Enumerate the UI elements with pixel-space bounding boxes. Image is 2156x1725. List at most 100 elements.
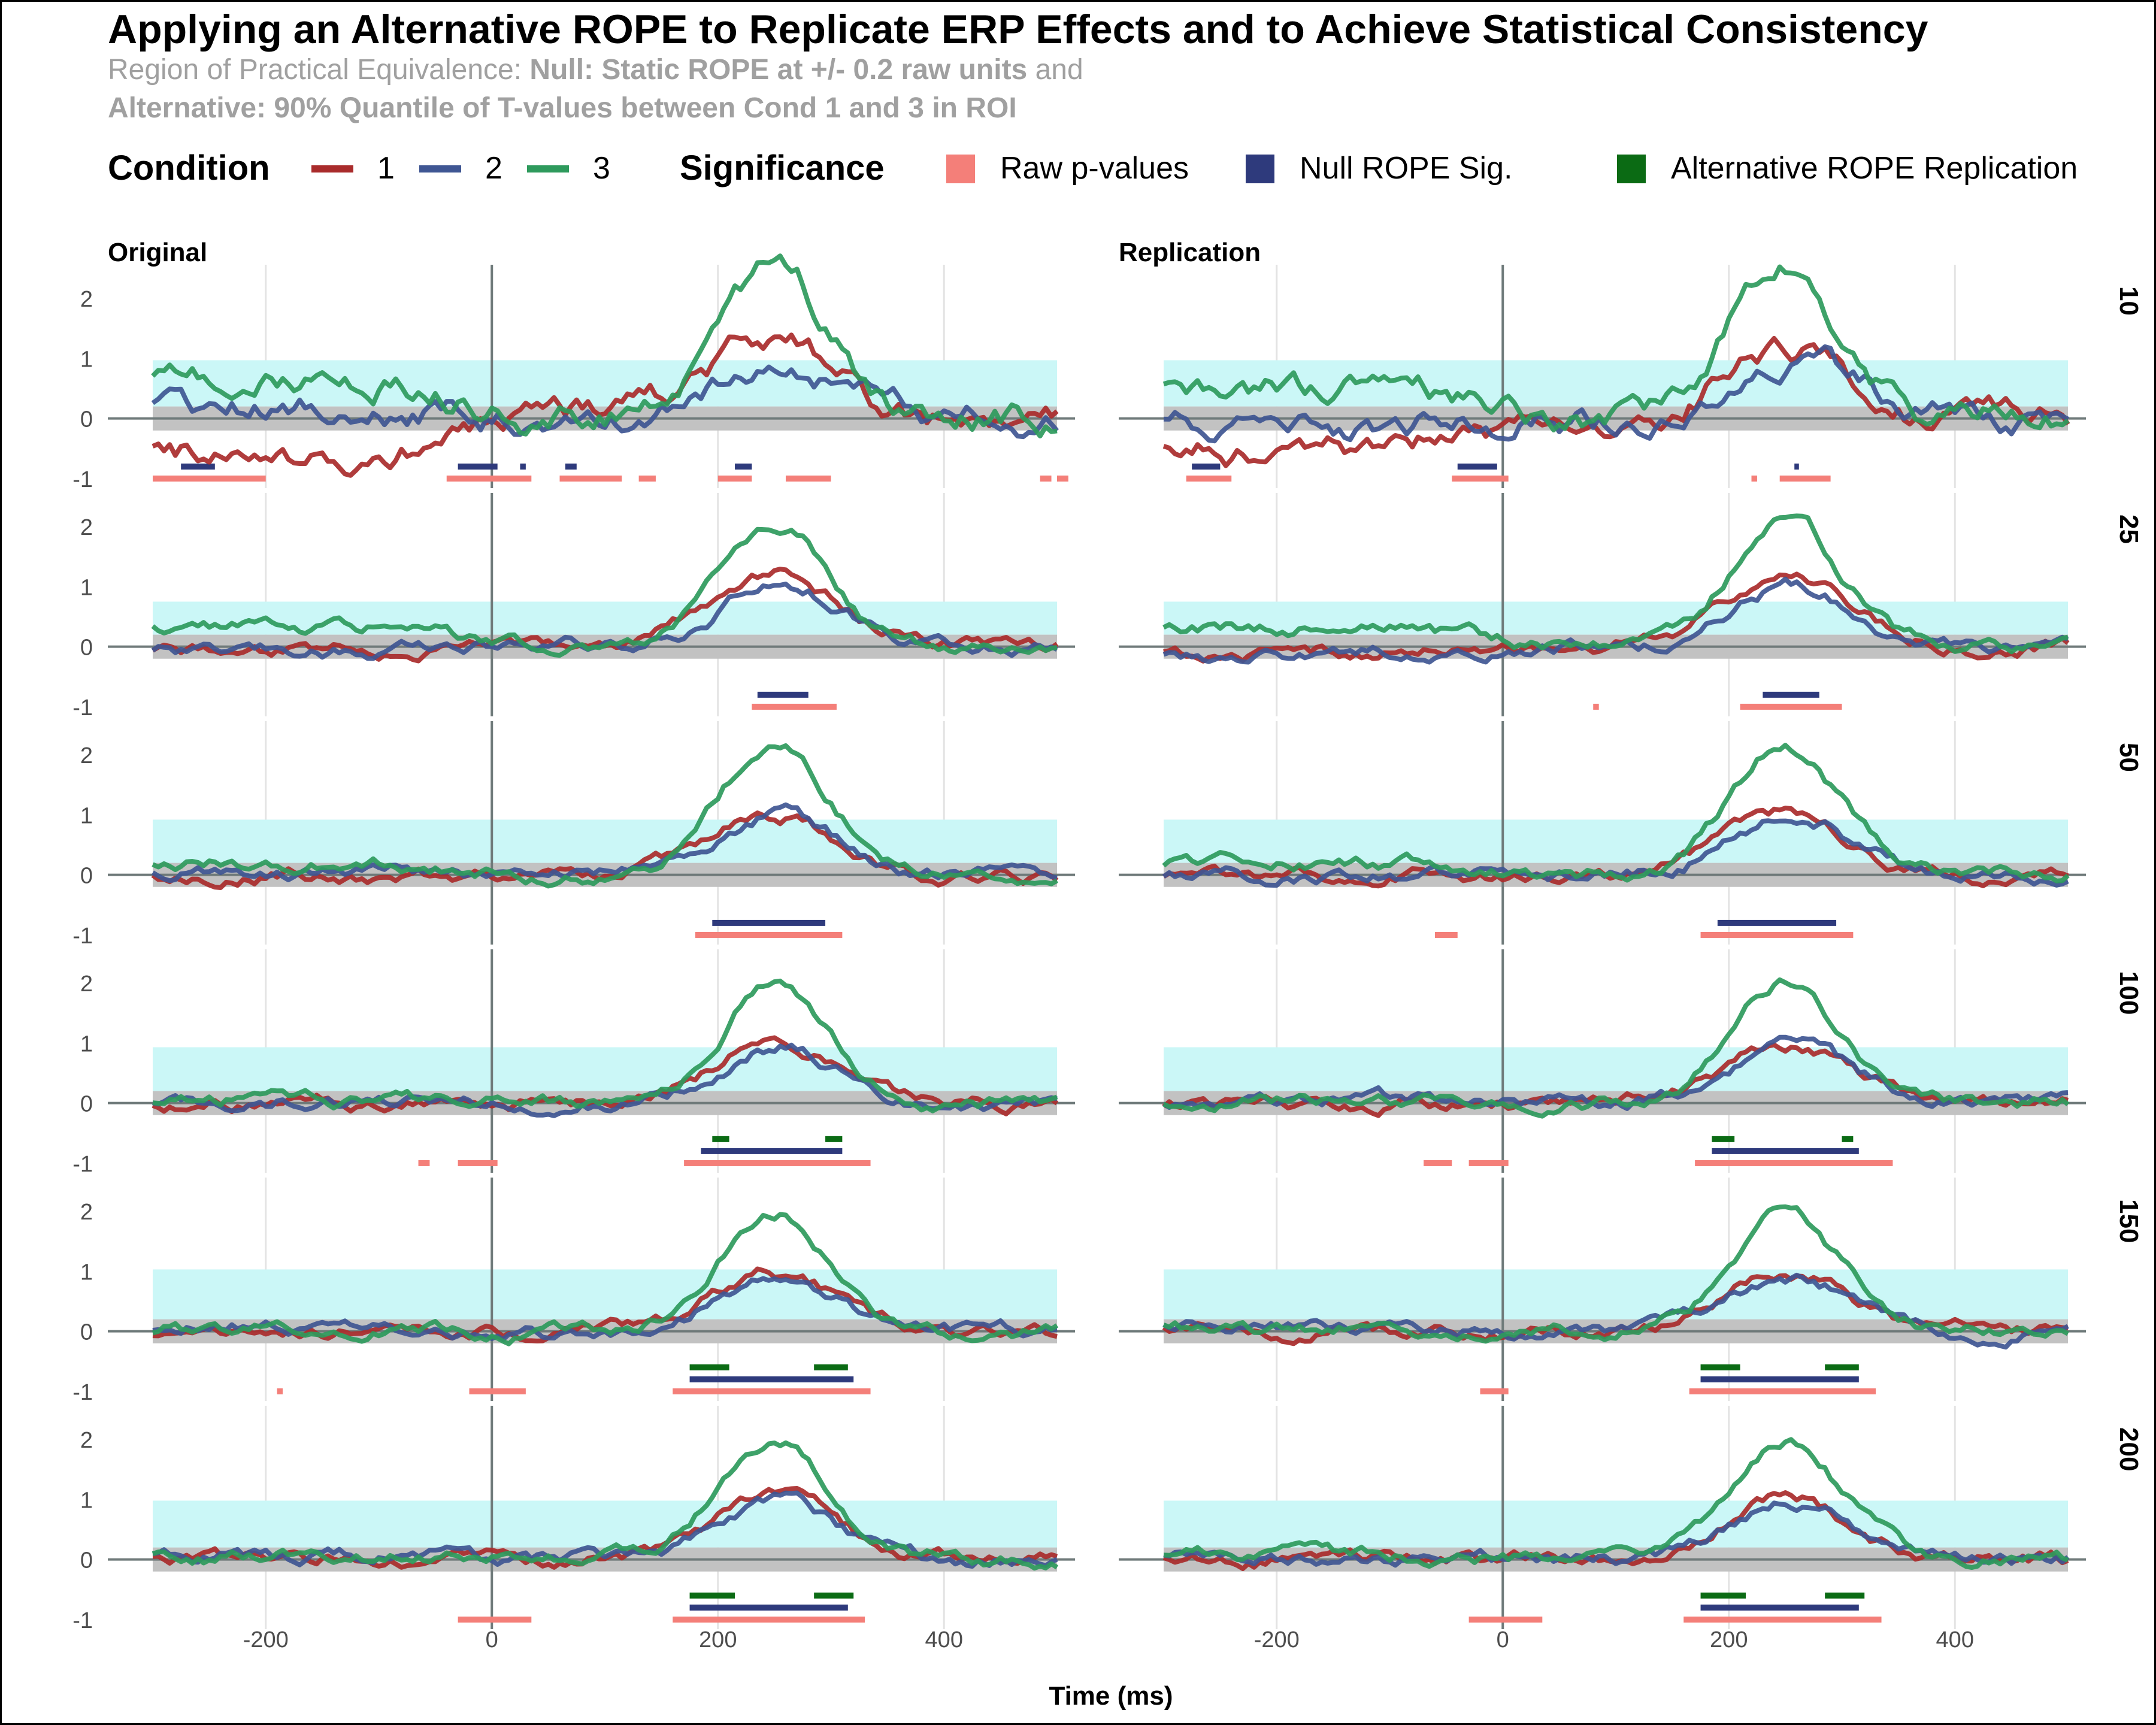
sig-band-null [712, 919, 826, 926]
alt-rope-band [153, 1047, 1057, 1091]
sig-band-alt [814, 1364, 848, 1370]
sig-band-alt [689, 1364, 729, 1370]
chart-title: Applying an Alternative ROPE to Replicat… [108, 7, 1928, 52]
y-tick-label: 1 [80, 575, 93, 600]
sig-band-raw [1593, 703, 1599, 710]
erp-line-condition-3 [1162, 1204, 2069, 1344]
sig-band-null [181, 463, 215, 470]
sig-band-raw [1468, 1160, 1509, 1166]
sig-band-raw [559, 475, 622, 482]
sig-band-null [735, 463, 752, 470]
alt-rope-band [153, 601, 1057, 635]
subtitle-null-rope: Null: Static ROPE at +/- 0.2 raw units [529, 54, 1027, 86]
sig-band-raw [1468, 1616, 1543, 1623]
legend-label-condition-3: 3 [593, 151, 610, 186]
y-tick-label: 1 [80, 803, 93, 828]
y-tick-label: -1 [72, 1380, 93, 1405]
y-tick-label: 2 [80, 1428, 93, 1453]
erp-line-condition-2 [151, 582, 1058, 661]
erp-line-condition-2 [1162, 1272, 2069, 1350]
erp-line-condition-3 [152, 978, 1058, 1113]
sig-band-null [1717, 919, 1837, 926]
sig-band-raw [717, 475, 752, 482]
legend-label-raw: Raw p-values [1000, 151, 1189, 186]
sig-band-alt [1842, 1136, 1854, 1142]
chart-subtitle-line2: Alternative: 90% Quantile of T-values be… [108, 92, 1017, 124]
header: Applying an Alternative ROPE to Replicat… [108, 7, 1928, 124]
panel-original-25: -1 0 1 2 [72, 493, 1075, 721]
alt-rope-band [153, 1500, 1057, 1548]
sig-band-raw [1040, 475, 1052, 482]
sig-band-null [689, 1604, 848, 1611]
sig-band-alt [814, 1592, 854, 1599]
sig-band-raw [277, 1388, 283, 1394]
erp-line-condition-3 [151, 253, 1058, 438]
y-tick-label: 1 [80, 1031, 93, 1057]
sig-band-null [458, 463, 498, 470]
sig-band-raw [1452, 475, 1509, 482]
erp-line-condition-3 [1162, 977, 2070, 1119]
sig-band-alt [1700, 1592, 1746, 1599]
row-label-50: 50 [2114, 743, 2143, 772]
sig-band-null [1712, 1148, 1859, 1154]
sig-band-null [1192, 463, 1221, 470]
sig-band-null [565, 463, 577, 470]
erp-line-condition-1 [152, 1035, 1059, 1116]
erp-line-condition-3 [152, 1440, 1059, 1571]
y-tick-label: 0 [80, 1548, 93, 1573]
legend: Condition 1 2 3 Significance Raw p-values Null… [108, 149, 2078, 187]
panel-replication-150: 150 [1119, 1178, 2143, 1401]
panel-replication-25: 25 [1119, 493, 2143, 716]
sig-band-raw [673, 1388, 871, 1394]
subtitle-suffix: and [1027, 54, 1083, 86]
y-tick-label: -1 [72, 1152, 93, 1177]
x-tick-label: 200 [699, 1627, 737, 1653]
sig-band-null [1794, 463, 1799, 470]
row-label-200: 200 [2114, 1427, 2143, 1471]
sig-band-raw [638, 475, 656, 482]
panel-replication-100: 100 [1119, 949, 2143, 1173]
erp-line-condition-3 [152, 1212, 1059, 1346]
sig-band-alt [1825, 1364, 1859, 1370]
alt-rope-band [1164, 1269, 2068, 1320]
x-tick-label: -200 [243, 1627, 289, 1653]
sig-band-raw [1779, 475, 1831, 482]
alt-rope-band [1164, 360, 2068, 407]
sig-band-raw [1751, 475, 1757, 482]
row-label-25: 25 [2114, 515, 2143, 544]
x-tick-label: 200 [1710, 1627, 1748, 1653]
sig-band-alt [1825, 1592, 1865, 1599]
sig-band-raw [446, 475, 532, 482]
y-tick-label: 1 [80, 1260, 93, 1285]
sig-band-alt [1712, 1136, 1735, 1142]
sig-band-raw [418, 1160, 430, 1166]
erp-line-condition-3 [151, 526, 1058, 658]
legend-key-raw [946, 155, 975, 183]
panel-original-50: -1 0 1 2 [72, 721, 1075, 949]
y-tick-label: 1 [80, 347, 93, 372]
alt-rope-band [1164, 1500, 2068, 1548]
sig-band-raw [153, 475, 266, 482]
legend-label-null-rope: Null ROPE Sig. [1300, 151, 1512, 186]
column-label-replication: Replication [1119, 238, 1261, 267]
legend-key-null-rope [1246, 155, 1274, 183]
sig-band-raw [1480, 1388, 1509, 1394]
erp-line-condition-3 [1162, 264, 2070, 432]
erp-line-condition-2 [1162, 576, 2069, 665]
panel-replication-200: 200 [1119, 1406, 2143, 1629]
sig-band-raw [458, 1160, 498, 1166]
sig-band-raw [1186, 475, 1232, 482]
x-tick-label: 400 [925, 1627, 963, 1653]
sig-band-null [520, 463, 526, 470]
y-tick-label: 0 [80, 1092, 93, 1117]
sig-band-raw [1057, 475, 1068, 482]
y-tick-label: -1 [72, 924, 93, 949]
alt-rope-band [1164, 1047, 2068, 1091]
sig-band-alt [825, 1136, 843, 1142]
sig-band-raw [458, 1616, 532, 1623]
erp-line-condition-3 [1162, 513, 2069, 655]
legend-key-alt-rope [1617, 155, 1646, 183]
panel-original-150: -1 0 1 2 [72, 1178, 1075, 1405]
erp-line-condition-3 [1163, 1437, 2069, 1570]
